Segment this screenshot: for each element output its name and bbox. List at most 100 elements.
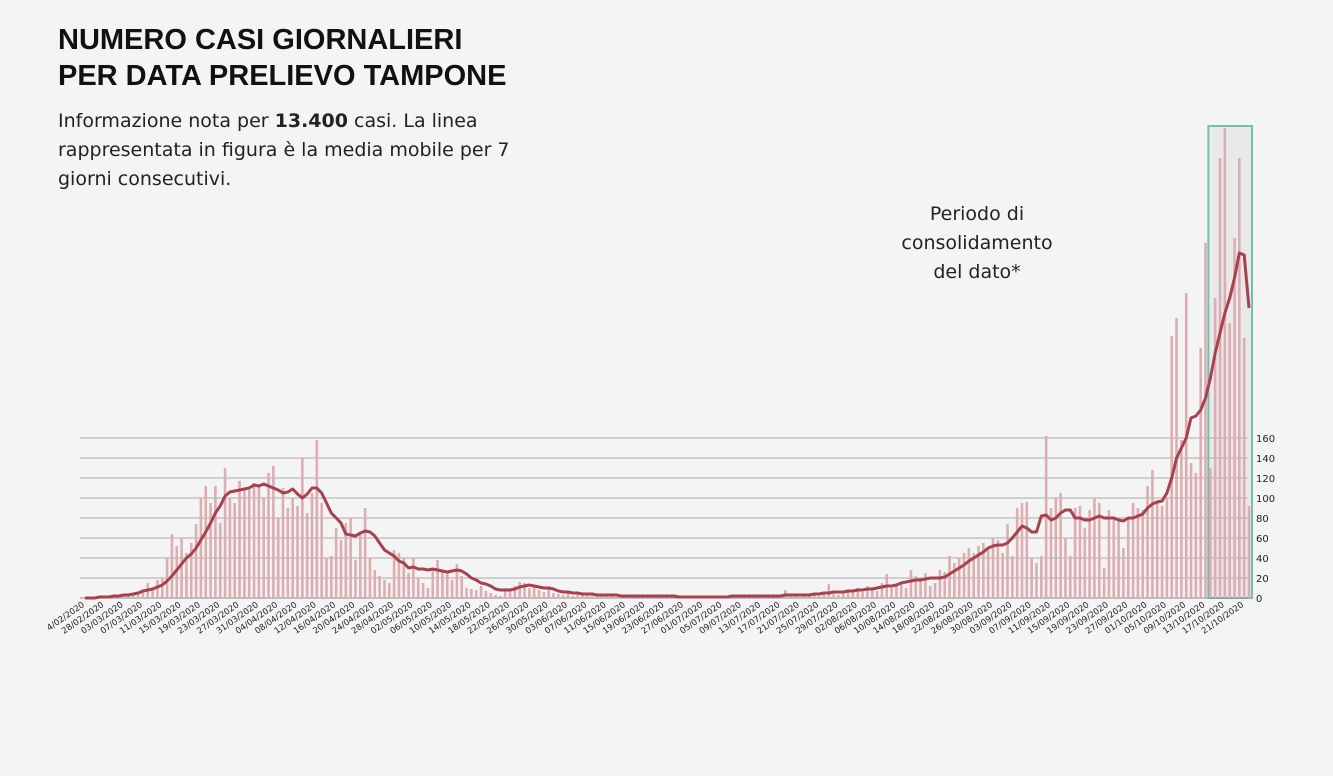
bar [160,578,164,598]
y-tick-label: 0 [1256,594,1262,605]
bar [566,593,570,598]
bar [880,583,884,598]
bar [378,576,381,598]
bar [899,583,903,598]
bar [595,595,599,598]
bar [1054,498,1058,598]
bar [402,558,406,598]
bar [793,596,797,598]
bar [474,590,478,598]
bar [957,558,961,598]
bar [967,548,971,598]
bar [938,570,942,598]
bar [1107,510,1111,598]
bar [846,590,850,598]
bar [1126,518,1130,598]
bar [1238,158,1241,598]
bar [513,586,517,598]
bar [1078,506,1082,598]
bar [276,518,280,598]
bar [1151,470,1154,598]
bar [1011,556,1014,598]
bar [291,498,294,598]
bar [1059,493,1062,598]
bar [977,546,980,598]
bar [962,553,966,598]
bar [499,596,502,598]
bar [547,588,550,598]
bar [600,596,604,598]
bar [832,594,835,598]
bar [320,503,323,598]
bar [489,593,493,598]
bar [412,558,415,598]
bar [518,582,521,598]
bar [494,595,497,598]
annotation: del dato* [933,261,1020,283]
bar [605,596,608,598]
y-tick-label: 80 [1256,514,1269,525]
bar [991,538,995,598]
bar [895,586,898,598]
bar [1035,563,1038,598]
bar [1006,524,1009,598]
bar [924,573,927,598]
bar [841,593,845,598]
bar [1097,503,1101,598]
bar [228,498,232,598]
bar [948,556,951,598]
bar [185,553,188,598]
bar [996,540,1000,598]
bar [354,560,357,598]
bar [552,593,555,598]
bar [383,580,386,598]
bar [508,590,512,598]
bar [243,488,246,598]
bar [1088,510,1091,598]
bar [421,583,425,598]
bar [1184,293,1188,598]
bar [1030,558,1033,598]
subtitle-number: 13.400 [275,110,348,132]
bar [305,513,309,598]
bar [904,588,908,598]
bar [875,591,879,598]
bar [798,597,802,598]
subtitle: giorni consecutivi. [58,168,231,190]
bar [1025,502,1029,598]
bar [272,466,275,598]
bar [542,592,546,598]
bar [1209,468,1212,598]
bar [416,578,420,598]
bar [199,498,203,598]
bar [890,588,893,598]
subtitle: Informazione nota per 13.400 casi. La li… [58,110,478,132]
bar [257,486,261,598]
bar [247,490,251,598]
bar [441,570,444,598]
bar [204,486,208,598]
bar [450,580,454,598]
bar [238,481,241,598]
bar [334,528,338,598]
bar [1213,298,1217,598]
bar [1165,498,1169,598]
bar [1223,128,1227,598]
bar [532,586,536,598]
bar [445,573,449,598]
bar [1155,503,1159,598]
bar [436,560,439,598]
bar [180,538,183,598]
bar [837,595,840,598]
bar [561,595,565,598]
bar [861,592,864,598]
bar [586,594,589,598]
subtitle-text: Informazione nota per [58,110,275,132]
bar [325,558,328,598]
bar [131,594,135,598]
bar [151,590,154,598]
bar [431,568,435,598]
bar [387,583,391,598]
bar [470,589,473,598]
